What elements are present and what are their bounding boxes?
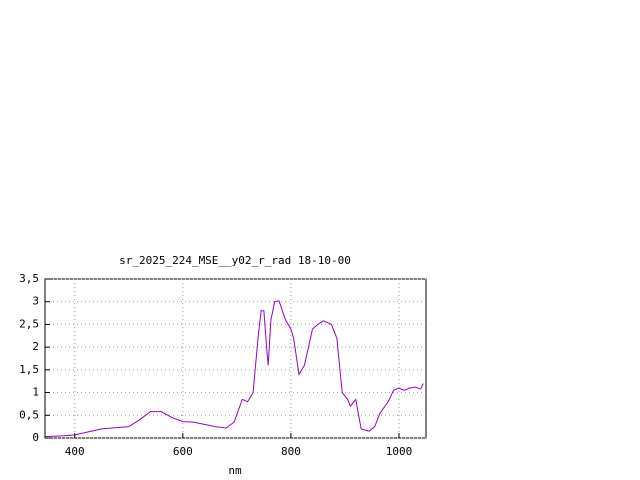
x-tick-label: 800 [281,445,301,458]
plot-border [44,278,427,439]
y-tick-label: 1 [32,386,39,399]
y-tick-label: 0 [32,431,39,444]
y-tick-label: 3,5 [19,272,39,285]
x-axis-label: nm [228,464,242,477]
x-tick-label: 600 [173,445,193,458]
y-tick-label: 2 [32,340,39,353]
y-tick-label: 1,5 [19,363,39,376]
y-tick-label: 0,5 [19,408,39,421]
y-tick-label: 3 [32,295,39,308]
x-tick-label: 400 [65,445,85,458]
y-tick-label: 2,5 [19,317,39,330]
chart-title: sr_2025_224_MSE__y02_r_rad 18-10-00 [119,254,351,267]
x-tick-label: 1000 [386,445,413,458]
data-line [44,300,424,438]
